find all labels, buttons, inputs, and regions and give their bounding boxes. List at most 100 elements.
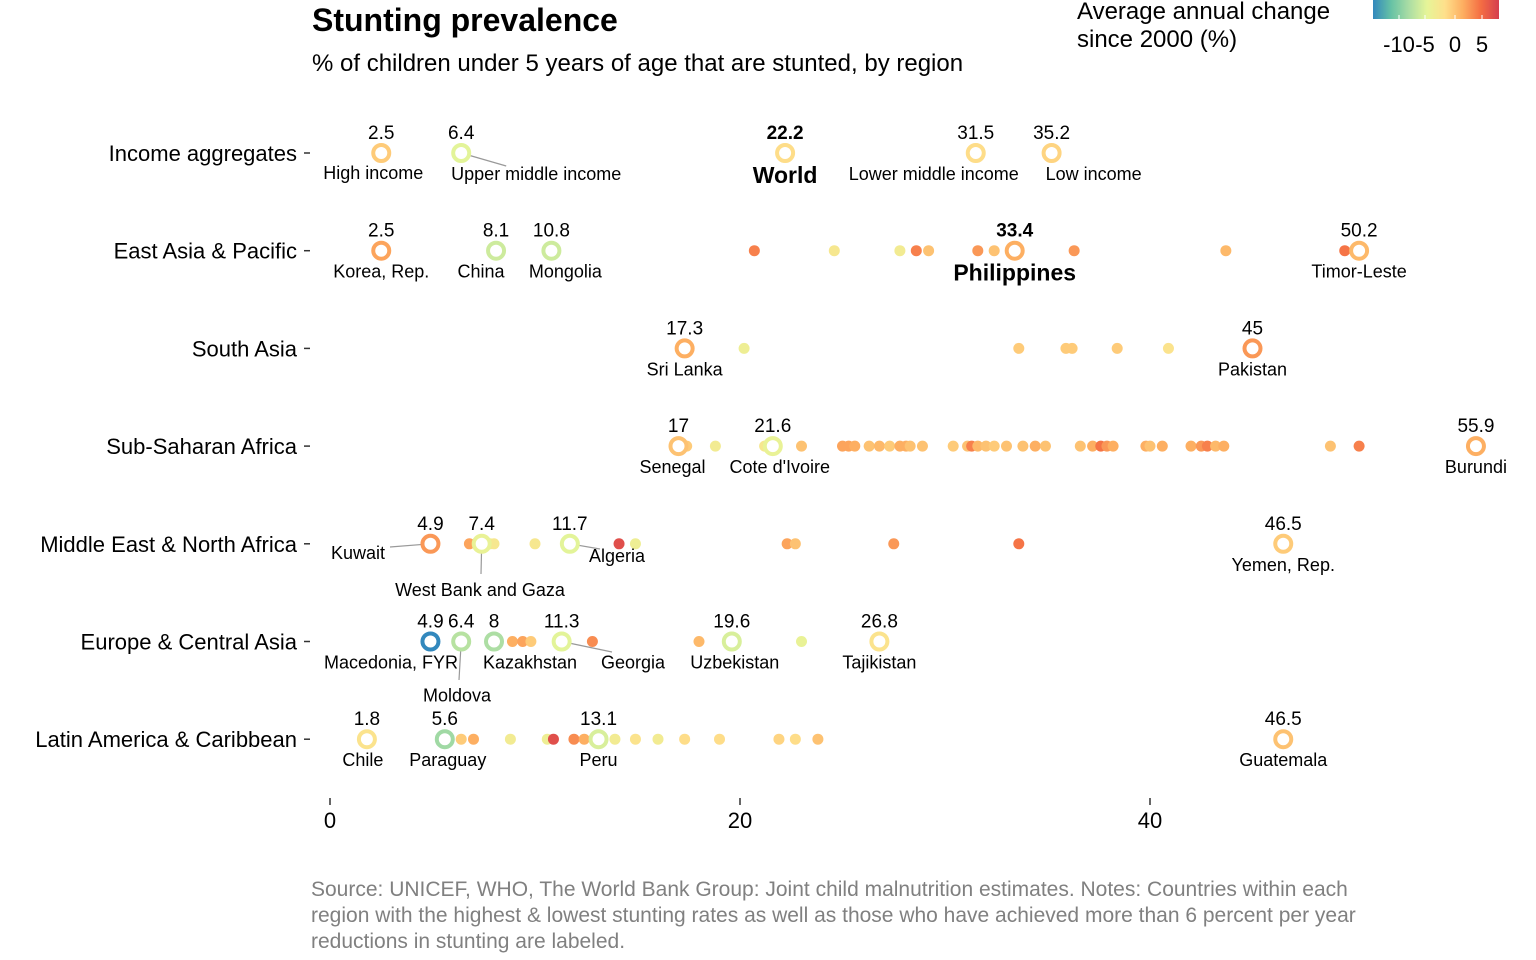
value-label-mongolia: 10.8 <box>533 221 570 242</box>
value-label-paraguay: 5.6 <box>432 709 458 730</box>
point-middle-east-north-africa-4 <box>613 538 625 550</box>
point-europe-central-asia-0 <box>506 636 518 647</box>
point-label-yemen-rep: Yemen, Rep. <box>1232 555 1335 575</box>
point-world <box>775 143 796 163</box>
point-sub-saharan-africa-8 <box>873 440 885 452</box>
legend-title-line2: since 2000 (%) <box>1077 26 1238 53</box>
data-labels: 2.5 High income 6.4 Upper middle income 22.2… <box>323 123 1507 770</box>
point-east-asia-pacific-7 <box>1068 245 1080 257</box>
point-tajikistan <box>869 631 890 652</box>
legend-title-line1: Average annual change <box>1077 0 1331 25</box>
point-east-asia-pacific-8 <box>1220 245 1232 257</box>
point-label-kuwait: Kuwait <box>331 543 385 563</box>
point-south-asia-4 <box>1111 342 1123 354</box>
point-moldova <box>451 631 472 652</box>
point-sub-saharan-africa-23 <box>1039 440 1051 452</box>
chart-title: Stunting prevalence <box>312 2 618 38</box>
point-label-mongolia: Mongolia <box>529 262 603 282</box>
point-latin-america-caribbean-4 <box>547 733 559 745</box>
y-tick-label-sub-saharan-africa: Sub-Saharan Africa <box>106 434 298 459</box>
point-label-lower-middle-income: Lower middle income <box>849 164 1019 184</box>
value-label-korea-rep: 2.5 <box>368 221 394 242</box>
point-upper-middle-income <box>451 143 472 163</box>
point-middle-east-north-africa-3 <box>529 538 541 550</box>
point-latin-america-caribbean-9 <box>629 733 641 745</box>
point-sri-lanka <box>674 338 695 359</box>
point-label-pakistan: Pakistan <box>1218 359 1287 379</box>
point-label-moldova: Moldova <box>423 686 492 706</box>
point-guatemala <box>1273 729 1294 750</box>
x-tick-label-0: 0 <box>324 808 336 833</box>
y-tick-label-latin-america-caribbean: Latin America & Caribbean <box>35 727 297 752</box>
point-label-paraguay: Paraguay <box>409 750 486 770</box>
legend: -10 -5 0 5 <box>1373 0 1499 57</box>
point-south-asia-0 <box>738 342 750 354</box>
y-tick-label-east-asia-pacific: East Asia & Pacific <box>114 239 297 264</box>
value-label-burundi: 55.9 <box>1457 416 1494 437</box>
value-label-pakistan: 45 <box>1242 318 1263 339</box>
point-algeria <box>559 533 580 554</box>
value-label-georgia: 11.3 <box>544 612 580 633</box>
point-sub-saharan-africa-14 <box>947 440 959 452</box>
point-label-timor-leste: Timor-Leste <box>1311 262 1406 282</box>
value-label-philippines: 33.4 <box>996 221 1033 242</box>
point-label-philippines: Philippines <box>953 260 1076 286</box>
value-label-macedonia-fyr: 4.9 <box>417 612 443 633</box>
point-label-algeria: Algeria <box>589 546 646 566</box>
point-label-upper-middle-income: Upper middle income <box>451 164 621 184</box>
point-label-korea-rep: Korea, Rep. <box>333 262 429 282</box>
value-label-guatemala: 46.5 <box>1265 709 1302 730</box>
value-label-tajikistan: 26.8 <box>861 612 898 633</box>
point-middle-east-north-africa-6 <box>781 538 793 550</box>
point-sub-saharan-africa-37 <box>1324 440 1336 452</box>
point-europe-central-asia-3 <box>586 636 598 647</box>
point-label-peru: Peru <box>580 750 618 770</box>
point-east-asia-pacific-4 <box>923 245 935 257</box>
data-points <box>356 143 1486 750</box>
point-label-west-bank-and-gaza: West Bank and Gaza <box>395 580 566 600</box>
point-sub-saharan-africa-18 <box>980 440 992 452</box>
point-south-asia-1 <box>1013 342 1025 354</box>
point-sub-saharan-africa-25 <box>1087 440 1099 452</box>
point-sub-saharan-africa-24 <box>1074 440 1086 452</box>
point-latin-america-caribbean-0 <box>455 733 467 745</box>
x-tick-label-40: 40 <box>1138 808 1162 833</box>
point-latin-america-caribbean-5 <box>568 733 580 745</box>
point-europe-central-asia-2 <box>525 636 537 647</box>
point-label-burundi: Burundi <box>1445 457 1507 477</box>
value-label-senegal: 17 <box>668 416 689 437</box>
point-label-georgia: Georgia <box>601 653 666 673</box>
point-latin-america-caribbean-15 <box>812 733 824 745</box>
point-sub-saharan-africa-35 <box>1210 440 1222 452</box>
point-cote-d-ivoire <box>762 436 783 457</box>
value-label-china: 8.1 <box>483 221 509 242</box>
point-sub-saharan-africa-21 <box>1017 440 1029 452</box>
value-label-timor-leste: 50.2 <box>1341 221 1378 242</box>
point-georgia <box>551 631 572 652</box>
point-high-income <box>371 143 392 163</box>
point-low-income <box>1041 143 1062 163</box>
point-sub-saharan-africa-22 <box>1029 440 1041 452</box>
point-label-tajikistan: Tajikistan <box>842 653 916 673</box>
point-label-chile: Chile <box>342 750 383 770</box>
value-label-kuwait: 4.9 <box>417 514 443 535</box>
value-label-cote-d-ivoire: 21.6 <box>754 416 791 437</box>
value-label-high-income: 2.5 <box>368 123 394 144</box>
point-kazakhstan <box>484 631 504 652</box>
value-label-uzbekistan: 19.6 <box>713 612 750 633</box>
legend-tick-label-0: 0 <box>1449 32 1461 57</box>
value-label-chile: 1.8 <box>354 709 380 730</box>
point-label-sri-lanka: Sri Lanka <box>647 359 724 379</box>
legend-tick-label-5: 5 <box>1476 32 1488 57</box>
point-middle-east-north-africa-9 <box>1013 538 1025 550</box>
point-sub-saharan-africa-32 <box>1185 440 1197 452</box>
point-label-high-income: High income <box>323 163 423 183</box>
legend-title: Average annual change since 2000 (%) <box>1077 0 1377 54</box>
point-south-asia-5 <box>1162 342 1174 354</box>
point-latin-america-caribbean-6 <box>578 733 590 745</box>
value-label-peru: 13.1 <box>580 709 617 730</box>
point-europe-central-asia-5 <box>796 636 807 647</box>
point-latin-america-caribbean-10 <box>652 733 664 745</box>
point-label-macedonia-fyr: Macedonia, FYR <box>324 653 458 673</box>
